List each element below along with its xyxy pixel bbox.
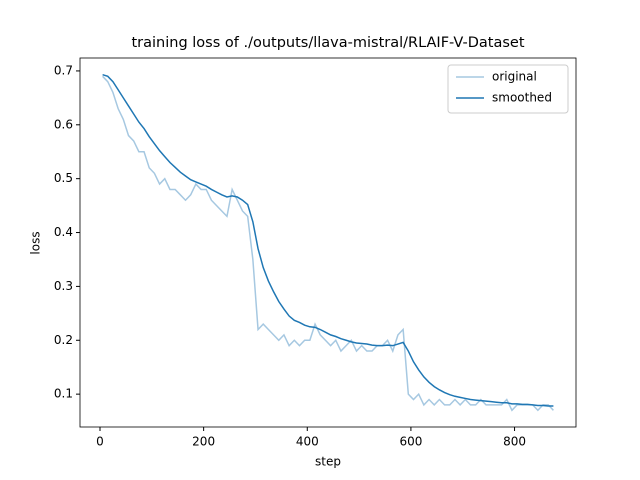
x-tick-label: 400	[296, 435, 319, 449]
y-axis-label: loss	[29, 231, 43, 254]
legend-label: original	[492, 70, 537, 84]
y-tick-label: 0.1	[54, 387, 73, 401]
x-tick-label: 0	[96, 435, 104, 449]
chart-title: training loss of ./outputs/llava-mistral…	[131, 35, 524, 51]
series-line	[102, 73, 554, 407]
legend-label: smoothed	[492, 91, 552, 105]
x-tick-label: 800	[503, 435, 526, 449]
y-tick-label: 0.6	[54, 117, 73, 131]
plot-frame	[79, 57, 577, 428]
y-tick-label: 0.5	[54, 171, 73, 185]
x-axis-label: step	[315, 455, 341, 469]
x-tick-label: 200	[192, 435, 215, 449]
y-tick-label: 0.3	[54, 279, 73, 293]
y-tick-label: 0.4	[54, 225, 73, 239]
series-line	[102, 75, 554, 412]
y-tick-label: 0.7	[54, 63, 73, 77]
x-tick-label: 600	[399, 435, 422, 449]
y-tick-label: 0.2	[54, 333, 73, 347]
